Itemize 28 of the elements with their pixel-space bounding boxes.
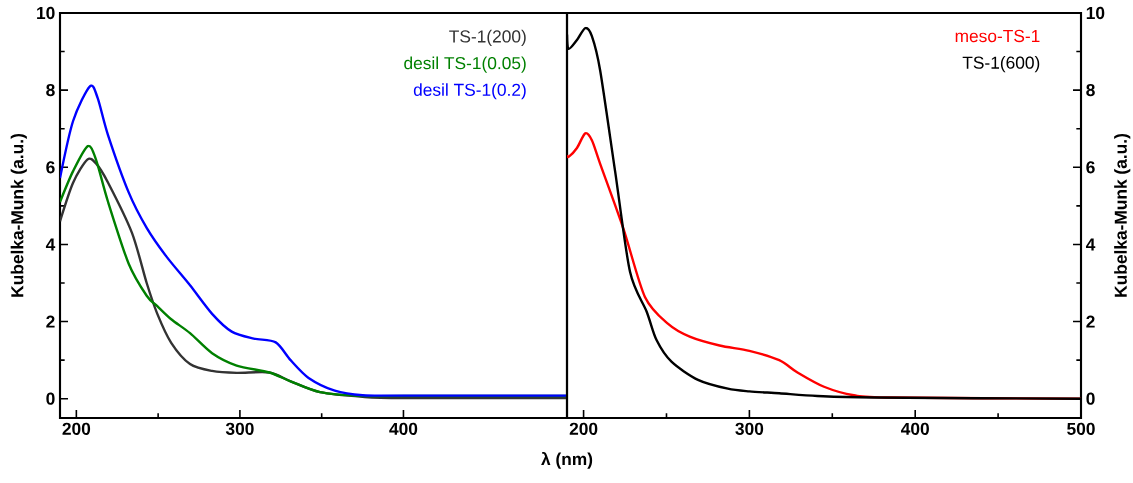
x-tick-label: 300 [735, 422, 764, 435]
text: TS-1(200) [449, 29, 526, 47]
y-axis-title: Kubelka-Munk (a.u.) [10, 134, 27, 297]
y-tick-label: 8 [46, 84, 55, 97]
text: meso-TS-1 [955, 29, 1040, 43]
y-tick-label: 4 [1085, 238, 1096, 251]
x-tick-label: 400 [901, 422, 929, 435]
x-tick-label: 200 [569, 422, 598, 435]
text: desil TS-1(0.2) [413, 83, 526, 100]
y-tick-label: 0 [1086, 392, 1095, 405]
y-tick-label: 0 [46, 392, 55, 405]
y-tick-label: 2 [1086, 315, 1095, 328]
line-series [60, 85, 567, 397]
y-tick-label: 10 [1086, 6, 1105, 20]
y-axis-title: Kubelka-Munk (a.u.) [1114, 134, 1131, 297]
x-tick-label: 300 [225, 422, 254, 435]
text: TS-1(600) [962, 56, 1040, 73]
x-tick-label: 500 [1067, 422, 1095, 435]
y-tick-label: 2 [46, 315, 55, 328]
y-tick-label: 6 [1086, 161, 1095, 174]
x-tick-label: 200 [62, 422, 91, 435]
y-tick-label: 6 [46, 161, 55, 174]
x-tick-label: 400 [389, 422, 418, 435]
x-axis-title: λ (nm) [541, 452, 593, 469]
y-tick-label: 4 [45, 238, 56, 251]
text: desil TS-1(0.05) [404, 56, 526, 73]
y-tick-label: 8 [1086, 84, 1095, 97]
y-tick-label: 10 [37, 6, 55, 20]
